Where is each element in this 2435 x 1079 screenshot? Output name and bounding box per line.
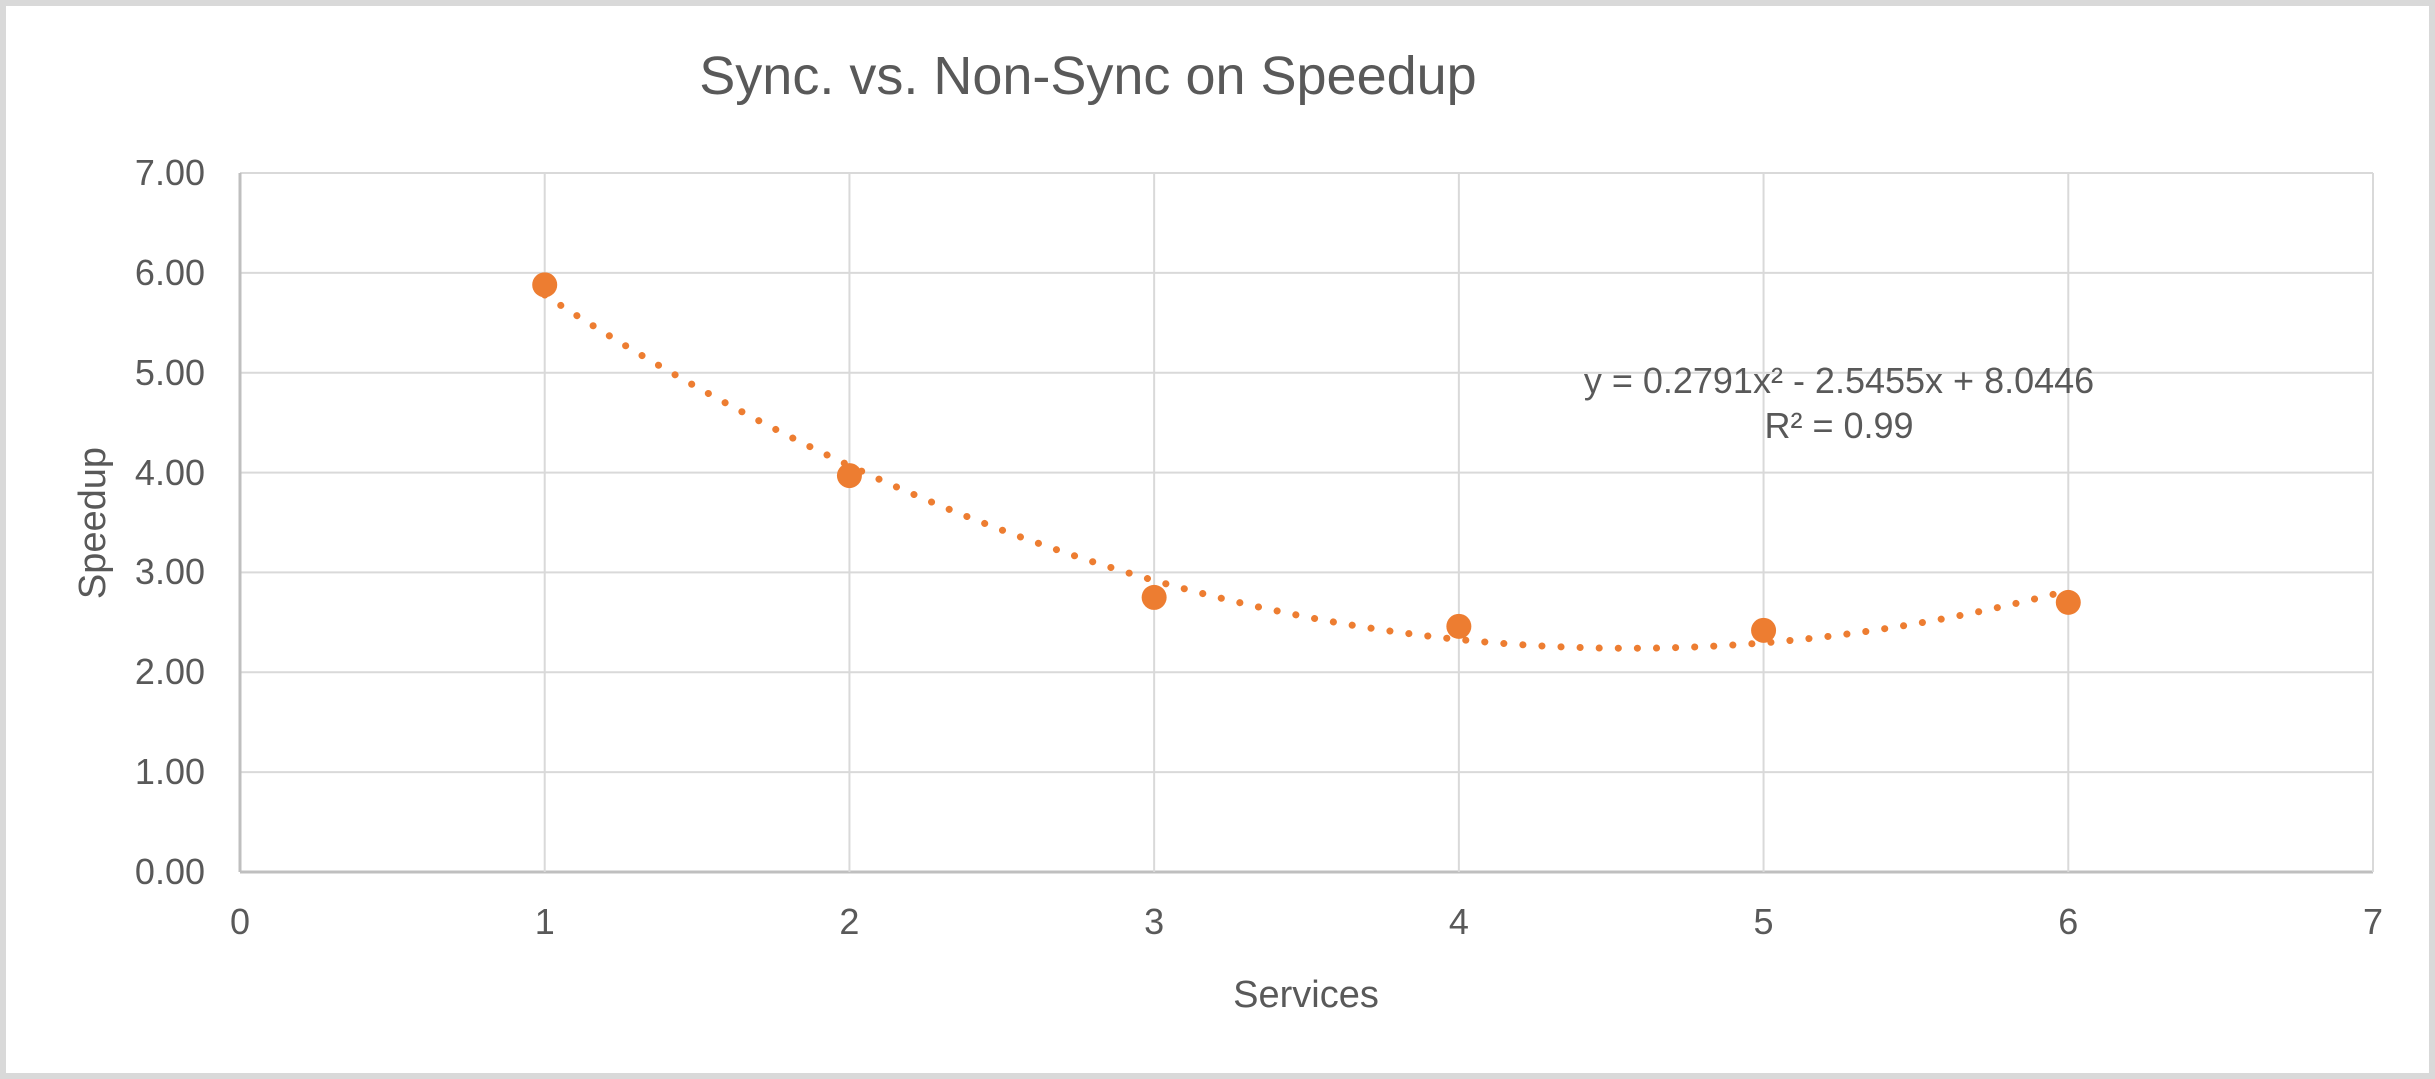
x-tick-label: 3 xyxy=(1144,901,1165,942)
y-tick-label: 5.00 xyxy=(134,351,205,393)
y-tick-label: 3.00 xyxy=(134,551,205,593)
x-tick-label: 7 xyxy=(2362,901,2384,942)
y-tick-label: 2.00 xyxy=(134,651,205,693)
x-tick-label: 0 xyxy=(229,901,251,942)
data-point-marker[interactable] xyxy=(1446,613,1472,639)
x-tick-label: 5 xyxy=(1753,901,1774,942)
y-tick-label: 7.00 xyxy=(134,152,205,193)
trendline-equation-text: y = 0.2791x² - 2.5455x + 8.0446 xyxy=(1583,360,2095,401)
x-tick-label: 4 xyxy=(1448,901,1469,942)
data-point-marker[interactable] xyxy=(1751,617,1777,643)
chart-title[interactable]: Sync. vs. Non-Sync on Speedup xyxy=(699,46,1477,106)
trendline-r-squared-text: R² = 0.99 xyxy=(1764,405,1914,446)
y-tick-label: 4.00 xyxy=(134,451,205,493)
data-point-marker[interactable] xyxy=(2055,589,2081,615)
data-point-marker[interactable] xyxy=(532,272,558,298)
y-tick-label: 1.00 xyxy=(134,751,205,793)
x-tick-label: 1 xyxy=(534,901,555,942)
x-tick-label: 6 xyxy=(2058,901,2079,942)
x-axis-title[interactable]: Services xyxy=(1233,974,1379,1016)
x-tick-label: 2 xyxy=(839,901,860,942)
y-axis-title[interactable]: Speedup xyxy=(72,446,114,600)
trendline-annotation[interactable]: y = 0.2791x² - 2.5455x + 8.0446 R² = 0.9… xyxy=(1489,358,2189,448)
y-tick-label: 6.00 xyxy=(134,251,205,293)
data-point-marker[interactable] xyxy=(1141,584,1167,610)
y-tick-label: 0.00 xyxy=(134,851,205,892)
data-point-marker[interactable] xyxy=(836,463,862,489)
